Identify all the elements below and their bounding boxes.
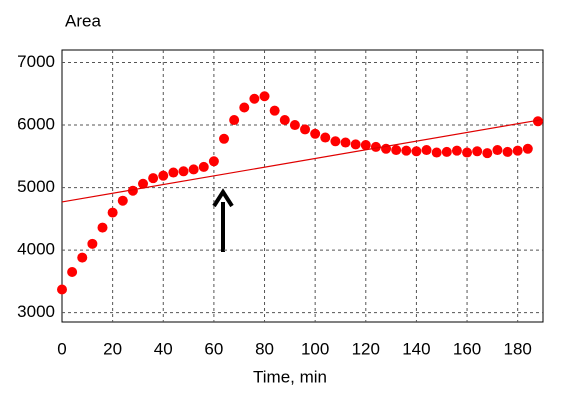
point: [411, 146, 422, 157]
y-tick-label: 3000: [17, 302, 55, 321]
point: [350, 139, 361, 150]
point: [320, 132, 331, 143]
point: [391, 145, 402, 156]
trend-line: [61, 118, 544, 203]
x-tick-label: 20: [103, 339, 122, 358]
point: [431, 147, 442, 158]
point: [107, 207, 118, 218]
x-tick-label: 100: [301, 339, 329, 358]
point: [472, 146, 483, 157]
point: [117, 195, 128, 206]
point: [512, 145, 523, 156]
points: [57, 91, 543, 295]
point: [67, 266, 78, 277]
point: [421, 145, 432, 156]
point: [138, 178, 149, 189]
point: [532, 116, 543, 127]
point: [370, 141, 381, 152]
y-tick-label: 6000: [17, 115, 55, 134]
point: [259, 91, 270, 102]
point: [451, 145, 462, 156]
point: [198, 161, 209, 172]
point: [168, 167, 179, 178]
point: [502, 146, 513, 157]
point: [219, 133, 230, 144]
point: [279, 115, 290, 126]
x-tick-label: 140: [402, 339, 430, 358]
x-tick-label: 60: [204, 339, 223, 358]
point: [340, 137, 351, 148]
y-tick-label: 5000: [17, 177, 55, 196]
point: [482, 148, 493, 159]
point: [97, 222, 108, 233]
point: [289, 120, 300, 131]
point: [360, 140, 371, 151]
point: [188, 164, 199, 175]
point: [148, 173, 159, 184]
x-axis-label: Time, min: [253, 367, 327, 386]
point: [229, 115, 240, 126]
point: [522, 143, 533, 154]
y-axis-label: Area: [65, 11, 101, 30]
point: [57, 284, 67, 295]
point: [310, 128, 321, 139]
y-tick-label: 7000: [17, 52, 55, 71]
y-tick-label: 4000: [17, 240, 55, 259]
point: [492, 145, 503, 156]
arrow: [212, 188, 234, 252]
point: [300, 124, 311, 135]
point: [77, 252, 88, 263]
point: [441, 146, 452, 157]
point: [158, 170, 169, 181]
point: [269, 105, 280, 116]
x-tick-label: 40: [154, 339, 173, 358]
point: [178, 166, 189, 177]
x-tick-label: 180: [503, 339, 531, 358]
point: [87, 238, 98, 249]
plot-frame: [61, 49, 544, 323]
point: [127, 185, 138, 196]
point: [239, 102, 250, 113]
point: [330, 136, 341, 147]
point: [401, 145, 412, 156]
point: [208, 156, 219, 167]
x-tick-label: 160: [453, 339, 481, 358]
arrow-head: [212, 188, 234, 208]
point: [462, 147, 473, 158]
point: [249, 93, 260, 104]
x-tick-label: 120: [352, 339, 380, 358]
x-tick-label: 0: [57, 339, 66, 358]
x-tick-label: 80: [255, 339, 274, 358]
